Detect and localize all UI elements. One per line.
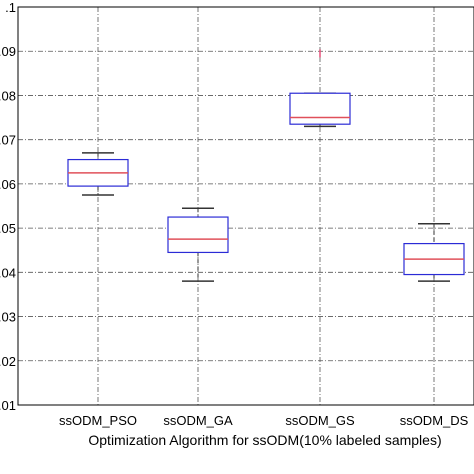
- y-tick-label: .09: [0, 44, 16, 59]
- y-tick-label: .1: [5, 0, 16, 15]
- y-tick-label: .02: [0, 354, 16, 369]
- y-tick-label: .07: [0, 133, 16, 148]
- plot-frame: [17, 6, 474, 406]
- x-tick-label: ssODM_DS: [400, 413, 469, 428]
- y-tick-label: .06: [0, 177, 16, 192]
- y-tick-label: .01: [0, 398, 16, 413]
- x-axis-label: Optimization Algorithm for ssODM(10% lab…: [88, 432, 441, 448]
- y-tick-labels: .01 .02 .03 .04 .05 .06 .07 .08 .09 .1: [0, 0, 16, 413]
- y-tick-label: .03: [0, 310, 16, 325]
- box-ssODM_DS: [403, 222, 465, 282]
- box-ssODM_PSO: [67, 152, 129, 196]
- x-tick-label: ssODM_PSO: [59, 413, 137, 428]
- box-iqr: [289, 92, 351, 125]
- x-tick-labels: ssODM_PSO ssODM_GA ssODM_GS ssODM_DS: [59, 413, 469, 428]
- x-tick-label: ssODM_GS: [285, 413, 355, 428]
- y-tick-label: .08: [0, 88, 16, 103]
- box-iqr: [167, 216, 229, 254]
- boxes-group: [67, 49, 465, 282]
- y-tick-label: .04: [0, 265, 16, 280]
- y-tick-label: .05: [0, 221, 16, 236]
- box-ssODM_GS: [289, 49, 351, 128]
- x-tick-label: ssODM_GA: [163, 413, 233, 428]
- box-ssODM_GA: [167, 207, 229, 282]
